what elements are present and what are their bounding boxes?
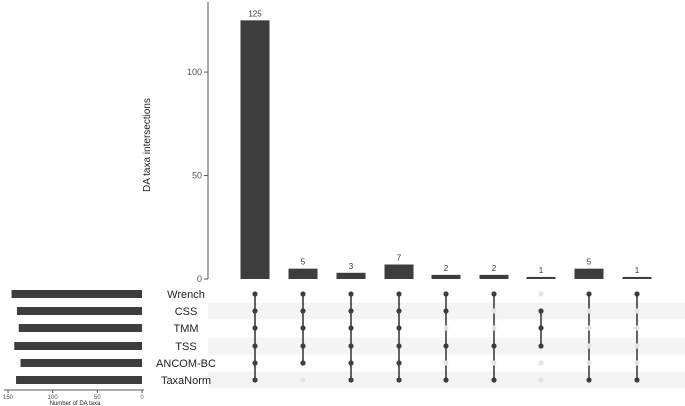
matrix-dot-active: [443, 308, 449, 314]
set-size-tick-label: 0: [140, 395, 144, 401]
set-label: CSS: [175, 306, 198, 318]
bar-value-label: 5: [301, 258, 306, 267]
matrix-dot-inactive: [634, 360, 640, 366]
matrix-dot-inactive: [538, 291, 544, 297]
matrix-dot-active: [300, 360, 306, 366]
matrix-dot-active: [538, 325, 544, 331]
matrix-dot-inactive: [300, 377, 306, 383]
set-size-bar: [11, 290, 142, 298]
intersection-bar: [574, 268, 604, 279]
matrix-dot-active: [538, 343, 544, 349]
matrix-dot-active: [634, 377, 640, 383]
set-label: TMM: [173, 323, 198, 335]
y-tick-label: 100: [187, 67, 202, 77]
matrix-dot-active: [396, 308, 402, 314]
matrix-dot-active: [300, 291, 306, 297]
bar-value-label: 125: [248, 9, 262, 18]
matrix-dot-inactive: [634, 325, 640, 331]
set-size-bar: [14, 342, 142, 350]
matrix-dot-active: [252, 291, 258, 297]
matrix-dot-active: [348, 325, 354, 331]
matrix-dot-active: [396, 325, 402, 331]
set-size-tick-label: 150: [3, 395, 14, 401]
set-size-bar: [18, 324, 142, 332]
matrix-dot-active: [252, 343, 258, 349]
matrix-dot-active: [586, 291, 592, 297]
bar-value-label: 3: [349, 262, 354, 271]
matrix-dot-active: [491, 343, 497, 349]
matrix-dot-active: [348, 343, 354, 349]
matrix-dot-active: [348, 360, 354, 366]
matrix-dot-active: [443, 291, 449, 297]
set-label: Wrench: [167, 289, 205, 301]
matrix-dot-active: [252, 377, 258, 383]
matrix-dot-active: [586, 377, 592, 383]
matrix-dot-active: [252, 308, 258, 314]
matrix-dot-inactive: [586, 325, 592, 331]
bar-value-label: 5: [587, 258, 592, 267]
matrix-dot-active: [252, 360, 258, 366]
y-tick-label: 0: [197, 274, 202, 284]
matrix-dot-inactive: [491, 360, 497, 366]
set-label: ANCOM-BC: [156, 358, 216, 370]
matrix-dot-inactive: [443, 360, 449, 366]
matrix-dot-active: [348, 291, 354, 297]
matrix-dot-active: [300, 308, 306, 314]
set-size-axis-title: Number of DA taxa: [50, 401, 101, 406]
y-tick-label: 50: [192, 171, 202, 181]
matrix-dot-active: [300, 343, 306, 349]
intersection-bar: [336, 272, 366, 279]
set-size-tick-label: 100: [48, 395, 59, 401]
bar-value-label: 1: [635, 266, 640, 275]
set-label: TSS: [175, 341, 196, 353]
intersection-bar: [240, 20, 270, 279]
intersection-bar: [288, 268, 318, 279]
bar-value-label: 2: [492, 264, 497, 273]
matrix-dot-active: [491, 377, 497, 383]
matrix-dot-active: [348, 308, 354, 314]
intersection-bar: [384, 264, 414, 279]
matrix-dot-active: [300, 325, 306, 331]
matrix-dot-active: [396, 343, 402, 349]
intersection-bar: [526, 276, 556, 279]
matrix-dot-active: [252, 325, 258, 331]
matrix-dot-inactive: [538, 360, 544, 366]
matrix-dot-active: [396, 377, 402, 383]
matrix-dot-inactive: [634, 343, 640, 349]
matrix-dot-inactive: [491, 325, 497, 331]
set-label: TaxaNorm: [161, 375, 211, 387]
set-size-bar: [20, 359, 142, 367]
matrix-dot-inactive: [491, 308, 497, 314]
intersection-bar: [622, 276, 652, 279]
intersection-bar: [431, 274, 461, 279]
bar-value-label: 2: [444, 264, 449, 273]
y-axis-title: DA taxa intersections: [142, 98, 153, 192]
intersection-bar: [479, 274, 509, 279]
matrix-dot-inactive: [586, 343, 592, 349]
matrix-dot-active: [443, 377, 449, 383]
set-size-bar: [16, 307, 142, 315]
matrix-dot-inactive: [538, 377, 544, 383]
bar-value-label: 1: [539, 266, 544, 275]
matrix-dot-active: [634, 291, 640, 297]
set-size-tick-label: 50: [94, 395, 101, 401]
matrix-dot-active: [396, 291, 402, 297]
matrix-dot-inactive: [586, 308, 592, 314]
matrix-dot-active: [348, 377, 354, 383]
matrix-dot-active: [443, 343, 449, 349]
matrix-dot-active: [396, 360, 402, 366]
matrix-dot-inactive: [634, 308, 640, 314]
set-size-bar: [16, 376, 142, 384]
matrix-dot-inactive: [443, 325, 449, 331]
matrix-dot-inactive: [586, 360, 592, 366]
matrix-dot-active: [491, 291, 497, 297]
matrix-dot-active: [538, 308, 544, 314]
bar-value-label: 7: [397, 254, 402, 263]
